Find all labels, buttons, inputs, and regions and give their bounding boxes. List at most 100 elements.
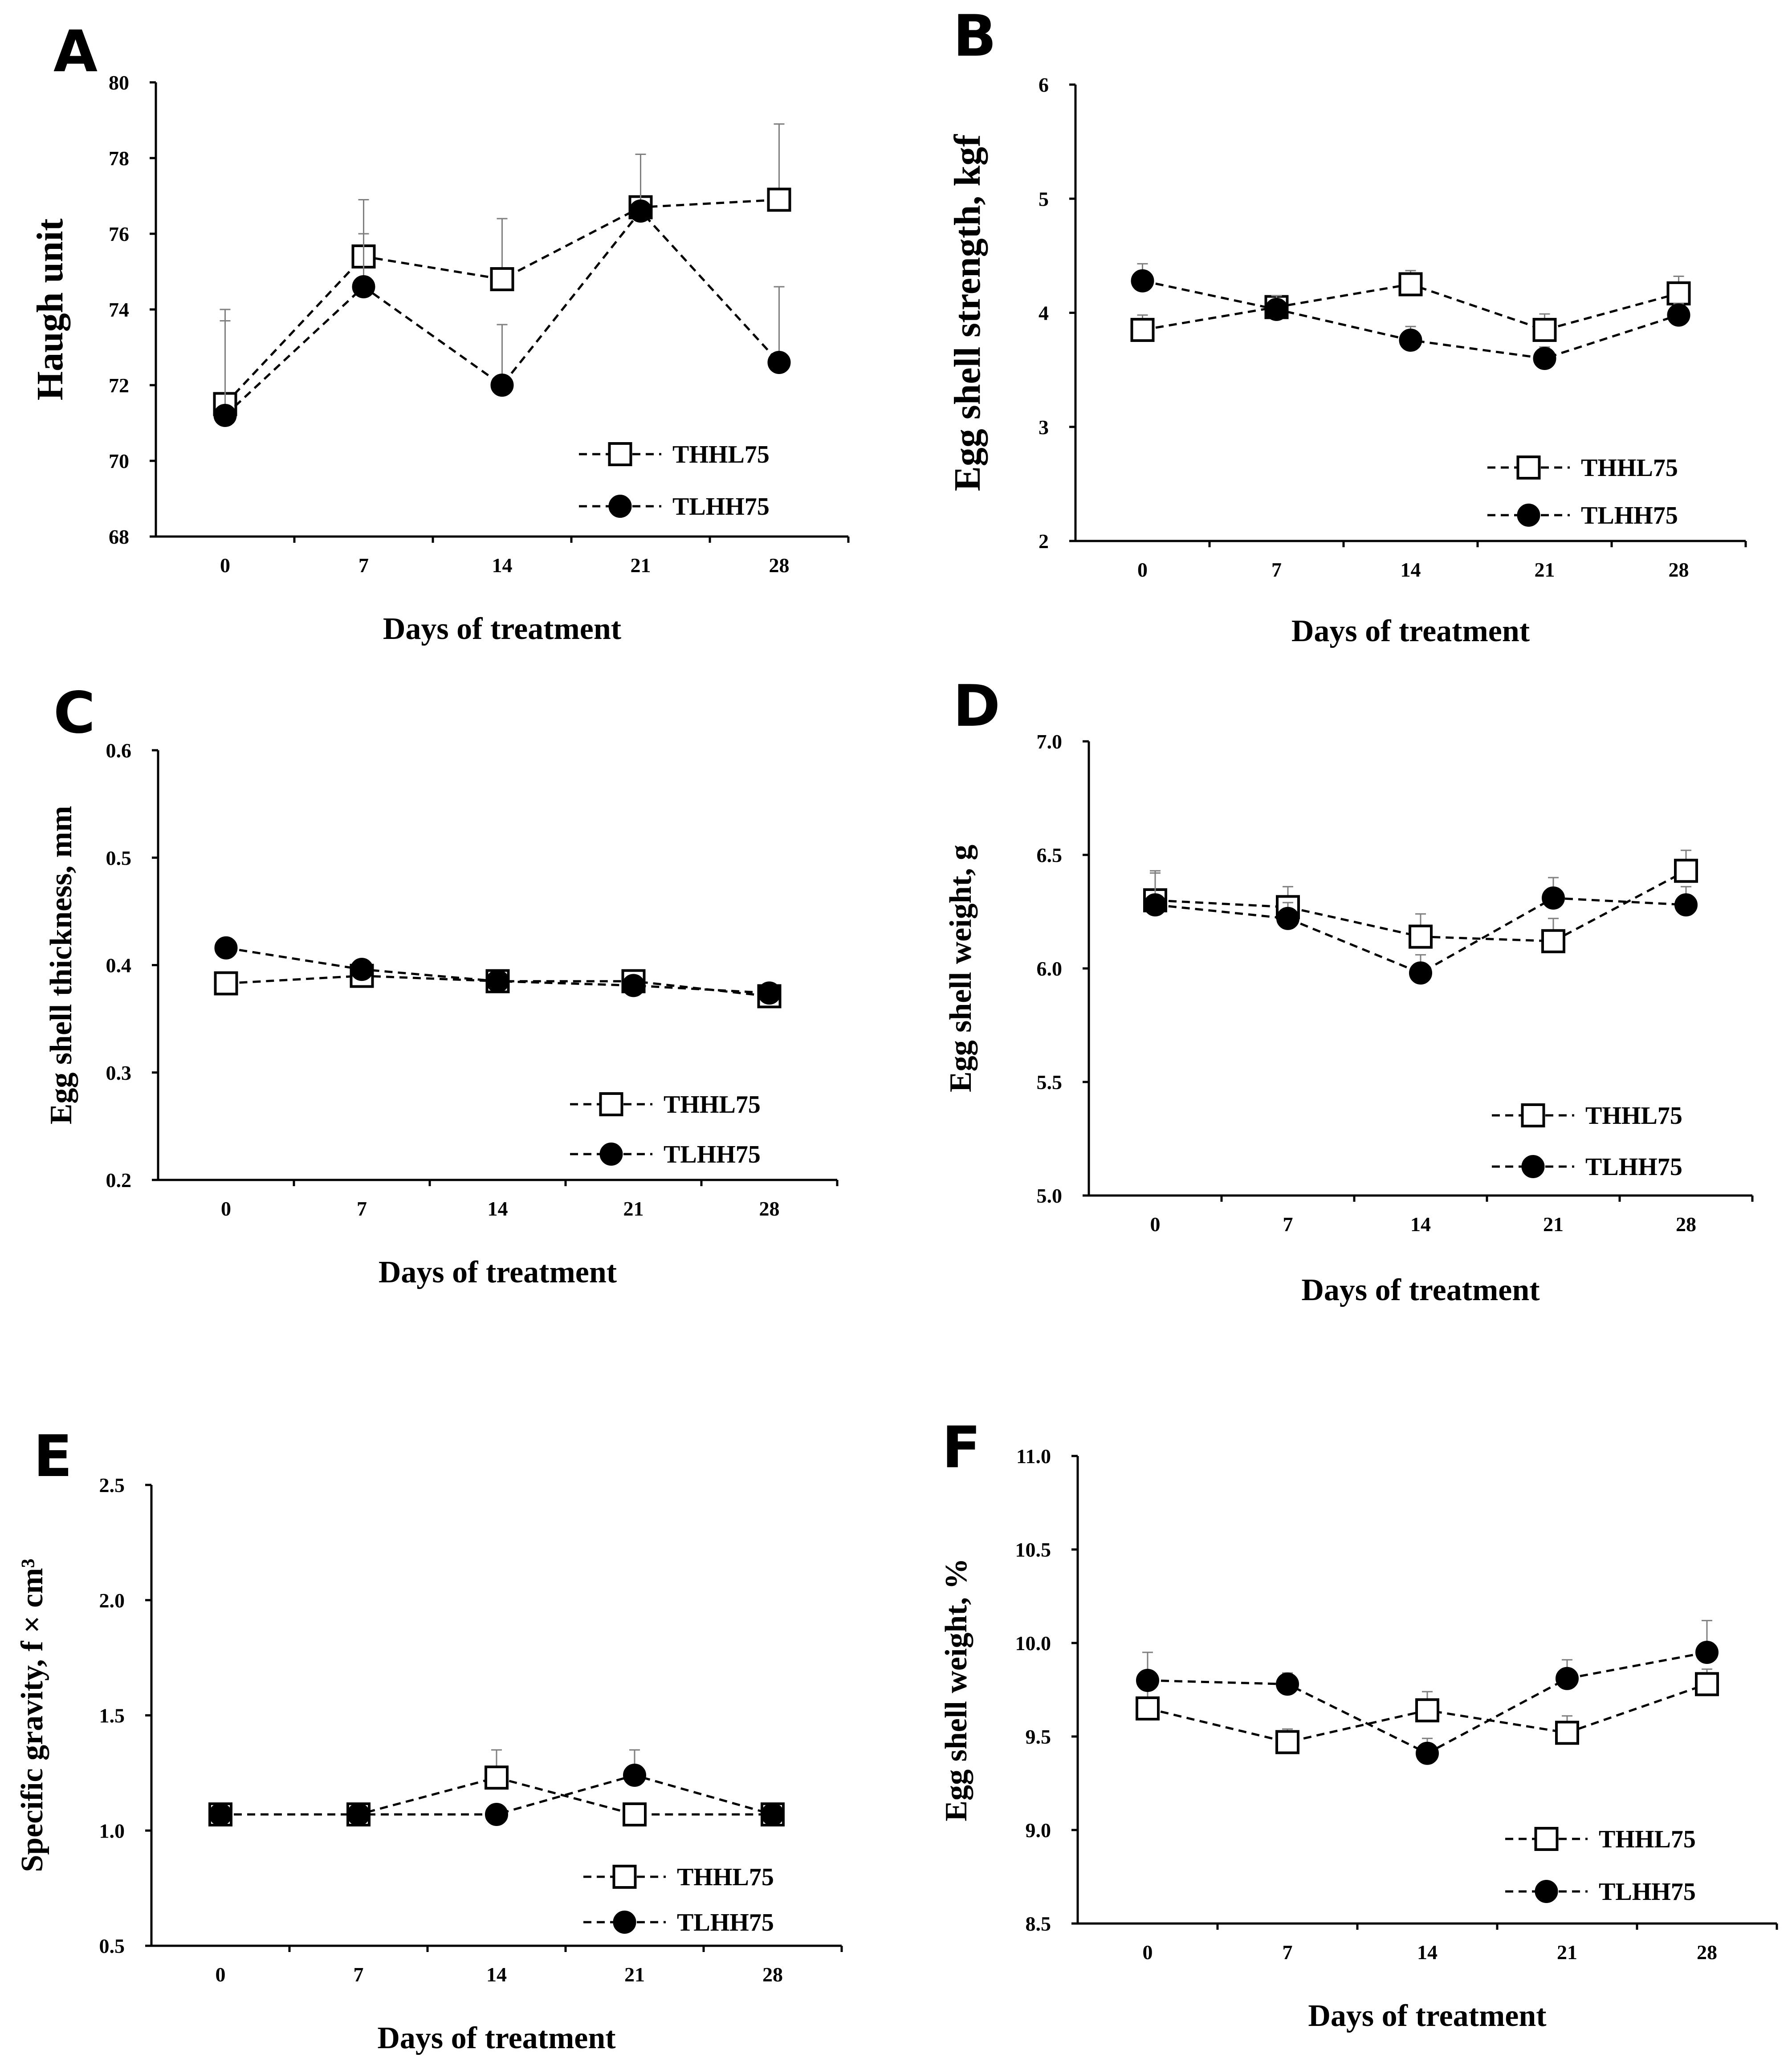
legend: THHL75 TLHH75 <box>1487 454 1678 529</box>
data-point <box>1144 893 1167 917</box>
data-point <box>1275 1730 1299 1754</box>
data-point <box>758 981 781 1005</box>
x-tick-label: 7 <box>354 1963 364 1986</box>
x-tick-label: 0 <box>1137 558 1148 581</box>
legend-marker <box>1521 1103 1545 1127</box>
x-tick-label: 28 <box>1697 1941 1717 1964</box>
x-tick-label: 21 <box>623 1197 644 1220</box>
legend-label: THHL75 <box>677 1863 774 1891</box>
panel-b: B 2 3 4 5 6 0 7 14 21 28 Days of treatment Egg shell… <box>947 3 1747 648</box>
series-tlhh75 <box>213 154 791 427</box>
data-point <box>486 969 509 993</box>
data-point <box>1398 272 1423 297</box>
x-tick-label: 7 <box>1283 1213 1293 1236</box>
data-point <box>485 1765 509 1790</box>
y-tick-label: 5.5 <box>1037 1071 1063 1094</box>
legend-marker <box>613 1911 636 1934</box>
data-point <box>623 1764 646 1787</box>
data-point <box>761 1803 784 1826</box>
data-point <box>209 1803 232 1826</box>
x-tick-label: 7 <box>358 554 369 577</box>
data-point <box>622 974 645 997</box>
y-tick-label: 2 <box>1039 530 1049 553</box>
data-point <box>213 404 237 427</box>
y-axis-title: Egg shell weight, g <box>944 845 978 1092</box>
y-axis-title: Specific gravity, f × cm³ <box>15 1558 49 1872</box>
legend-label: THHL75 <box>1599 1826 1696 1853</box>
panel-letter: B <box>953 3 997 69</box>
y-tick-label: 8.5 <box>1026 1912 1051 1935</box>
legend-label: THHL75 <box>1581 454 1678 482</box>
y-axis-title: Egg shell thickness, mm <box>44 806 78 1125</box>
x-tick-label: 0 <box>221 1197 231 1220</box>
legend-label: THHL75 <box>1585 1102 1682 1130</box>
y-tick-label: 78 <box>109 147 129 170</box>
y-tick-label: 1.0 <box>99 1819 125 1842</box>
y-tick-label: 74 <box>109 298 129 321</box>
series-tlhh75 <box>1136 1620 1719 1765</box>
panel-a: A 68 70 72 74 76 78 80 0 7 14 21 28 Days of treatment… <box>29 19 850 646</box>
data-point <box>1667 303 1690 327</box>
data-point <box>1674 858 1698 883</box>
x-tick-label: 14 <box>492 554 513 577</box>
x-tick-label: 21 <box>1535 558 1555 581</box>
legend-label: TLHH75 <box>1581 502 1678 529</box>
data-point <box>1541 929 1565 953</box>
legend-label: TLHH75 <box>677 1909 774 1936</box>
y-tick-label: 9.0 <box>1026 1819 1051 1842</box>
legend-label: TLHH75 <box>664 1141 761 1168</box>
legend: THHL75 TLHH75 <box>583 1863 774 1936</box>
y-tick-label: 3 <box>1039 416 1049 439</box>
x-tick-label: 7 <box>357 1197 367 1220</box>
series-line <box>224 199 779 405</box>
data-point <box>1130 317 1155 342</box>
x-axis-title: Days of treatment <box>383 612 621 646</box>
x-tick-label: 21 <box>631 554 651 577</box>
y-tick-label: 0.2 <box>106 1169 132 1192</box>
legend-marker <box>1521 1155 1545 1178</box>
y-tick-label: 76 <box>109 223 129 245</box>
data-point <box>1265 297 1288 321</box>
legend-marker <box>599 1143 623 1166</box>
panel-f: F 8.5 9.0 9.5 10.0 10.5 11.0 0 7 14 21 28 Days of tr… <box>939 1415 1778 2033</box>
y-tick-label: 7.0 <box>1037 730 1063 753</box>
series-tlhh75 <box>1131 263 1690 370</box>
legend-label: THHL75 <box>672 441 770 468</box>
data-point <box>1542 886 1565 910</box>
data-point <box>1555 1720 1579 1745</box>
data-point <box>1533 347 1556 370</box>
legend: THHL75 TLHH75 <box>1505 1826 1696 1906</box>
legend: THHL75 TLHH75 <box>570 1091 761 1168</box>
legend-label: TLHH75 <box>672 493 770 521</box>
x-tick-label: 21 <box>1557 1941 1577 1964</box>
y-axis-title: Haugh unit <box>29 219 71 401</box>
x-tick-label: 14 <box>486 1963 507 1986</box>
y-tick-label: 10.0 <box>1015 1632 1051 1655</box>
x-axis-title: Days of treatment <box>379 1255 617 1289</box>
series-thhl75 <box>1143 850 1698 953</box>
x-tick-label: 14 <box>1417 1941 1438 1964</box>
series-line <box>224 209 780 416</box>
x-axis-title: Days of treatment <box>1301 1273 1539 1307</box>
y-tick-label: 0.6 <box>106 739 132 762</box>
series-line <box>1155 897 1686 974</box>
legend-label: TLHH75 <box>1599 1878 1696 1906</box>
legend: THHL75 TLHH75 <box>1492 1102 1682 1181</box>
data-point <box>1695 1672 1719 1696</box>
panel-letter: E <box>33 1423 72 1490</box>
data-point <box>767 187 791 212</box>
data-point <box>214 971 238 996</box>
data-point <box>490 267 514 291</box>
x-tick-label: 0 <box>1150 1213 1161 1236</box>
x-tick-label: 14 <box>1410 1213 1431 1236</box>
x-tick-label: 28 <box>759 1197 780 1220</box>
x-tick-label: 21 <box>1543 1213 1564 1236</box>
x-tick-label: 14 <box>1401 558 1421 581</box>
data-point <box>1695 1641 1719 1664</box>
data-point <box>347 1803 370 1826</box>
data-point <box>352 275 375 298</box>
data-point <box>1399 329 1422 352</box>
y-tick-label: 4 <box>1039 302 1049 325</box>
data-point <box>214 936 238 960</box>
